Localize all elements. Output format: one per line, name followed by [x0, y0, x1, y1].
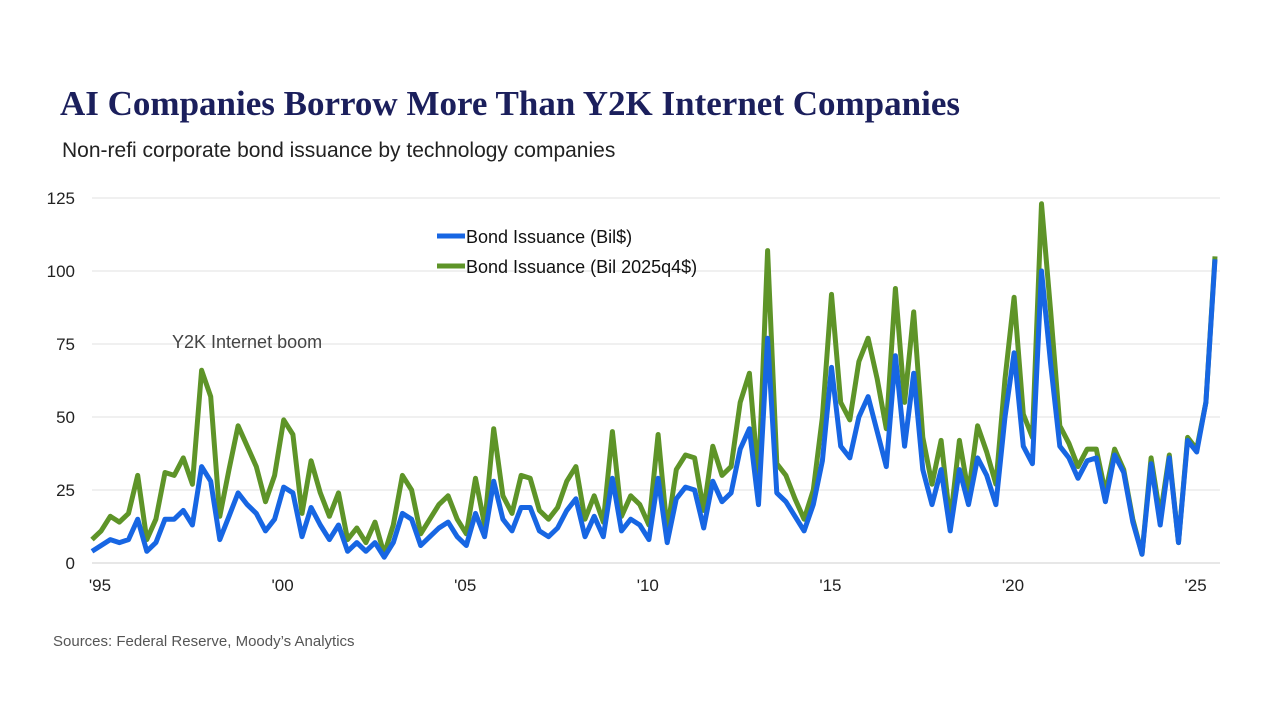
y-tick-label: 50	[56, 408, 75, 427]
x-tick-label: '10	[637, 576, 659, 595]
legend-label-real: Bond Issuance (Bil 2025q4$)	[466, 257, 697, 277]
sources-note: Sources: Federal Reserve, Moody’s Analyt…	[53, 633, 355, 650]
legend-label-nominal: Bond Issuance (Bil$)	[466, 227, 632, 247]
annotation-y2k: Y2K Internet boom	[172, 332, 322, 352]
x-tick-label: '00	[272, 576, 294, 595]
series-lines	[90, 201, 1218, 560]
y-tick-label: 125	[47, 189, 75, 208]
series-line-nominal	[90, 259, 1218, 560]
legend: Bond Issuance (Bil$) Bond Issuance (Bil …	[437, 227, 697, 277]
x-tick-label: '25	[1185, 576, 1207, 595]
series-line-real	[90, 201, 1218, 557]
y-tick-label: 25	[56, 481, 75, 500]
y-tick-label: 0	[66, 554, 75, 573]
chart-title: AI Companies Borrow More Than Y2K Intern…	[60, 84, 960, 123]
x-tick-label: '20	[1002, 576, 1024, 595]
x-tick-label: '15	[819, 576, 841, 595]
chart-subtitle: Non-refi corporate bond issuance by tech…	[62, 139, 616, 162]
x-tick-label: '05	[454, 576, 476, 595]
x-tick-label: '95	[89, 576, 111, 595]
y-axis-ticks: 0 25 50 75 100 125	[47, 189, 75, 573]
x-axis-ticks: '95 '00 '05 '10 '15 '20 '25	[89, 576, 1207, 595]
y-tick-label: 75	[56, 335, 75, 354]
y-tick-label: 100	[47, 262, 75, 281]
